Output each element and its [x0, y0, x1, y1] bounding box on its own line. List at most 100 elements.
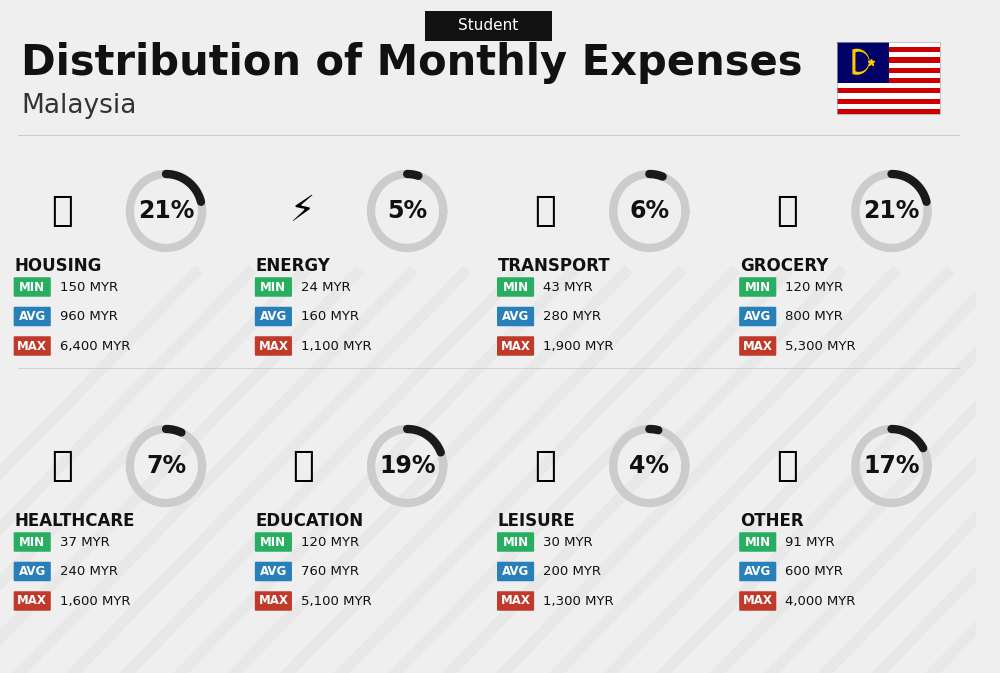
Text: 240 MYR: 240 MYR — [60, 565, 118, 578]
Text: AVG: AVG — [744, 565, 771, 578]
FancyBboxPatch shape — [739, 562, 776, 581]
Text: AVG: AVG — [19, 565, 46, 578]
Text: 4,000 MYR: 4,000 MYR — [785, 594, 855, 608]
Text: 37 MYR: 37 MYR — [60, 536, 109, 548]
Bar — [837, 104, 940, 109]
FancyBboxPatch shape — [14, 592, 51, 611]
Text: MAX: MAX — [501, 339, 531, 353]
Bar — [837, 68, 940, 73]
Text: 91 MYR: 91 MYR — [785, 536, 835, 548]
FancyBboxPatch shape — [14, 277, 51, 297]
Text: 30 MYR: 30 MYR — [543, 536, 593, 548]
Text: 19%: 19% — [379, 454, 435, 478]
Text: 43 MYR: 43 MYR — [543, 281, 593, 293]
Text: 24 MYR: 24 MYR — [301, 281, 350, 293]
FancyBboxPatch shape — [14, 336, 51, 356]
FancyBboxPatch shape — [255, 562, 292, 581]
Text: Malaysia: Malaysia — [21, 93, 137, 119]
Polygon shape — [853, 49, 869, 74]
FancyBboxPatch shape — [497, 532, 534, 552]
Text: MIN: MIN — [503, 281, 529, 293]
Bar — [837, 94, 940, 98]
Bar — [837, 109, 940, 114]
Text: 💰: 💰 — [776, 449, 798, 483]
FancyBboxPatch shape — [497, 307, 534, 326]
Text: 🛒: 🛒 — [776, 194, 798, 228]
Bar — [837, 78, 940, 83]
Text: ENERGY: ENERGY — [256, 257, 331, 275]
Bar — [837, 63, 940, 68]
Text: AVG: AVG — [19, 310, 46, 323]
Text: TRANSPORT: TRANSPORT — [498, 257, 611, 275]
Text: MIN: MIN — [745, 281, 771, 293]
FancyBboxPatch shape — [739, 277, 776, 297]
Text: 💗: 💗 — [51, 449, 72, 483]
Text: MAX: MAX — [258, 594, 288, 608]
FancyBboxPatch shape — [14, 532, 51, 552]
Text: 5%: 5% — [387, 199, 427, 223]
Text: 4%: 4% — [629, 454, 669, 478]
Text: 1,100 MYR: 1,100 MYR — [301, 339, 371, 353]
Bar — [837, 42, 940, 114]
Text: AVG: AVG — [502, 565, 529, 578]
Text: 6,400 MYR: 6,400 MYR — [60, 339, 130, 353]
Bar — [837, 52, 940, 57]
Text: MIN: MIN — [19, 536, 45, 548]
FancyBboxPatch shape — [739, 532, 776, 552]
Bar — [837, 98, 940, 104]
Text: MAX: MAX — [743, 339, 773, 353]
Text: AVG: AVG — [260, 310, 287, 323]
Text: MIN: MIN — [260, 536, 286, 548]
Text: AVG: AVG — [744, 310, 771, 323]
Text: 1,900 MYR: 1,900 MYR — [543, 339, 613, 353]
Text: 21%: 21% — [138, 199, 194, 223]
Text: Distribution of Monthly Expenses: Distribution of Monthly Expenses — [21, 42, 803, 84]
FancyBboxPatch shape — [739, 307, 776, 326]
Text: MAX: MAX — [743, 594, 773, 608]
Text: GROCERY: GROCERY — [740, 257, 829, 275]
Text: 200 MYR: 200 MYR — [543, 565, 601, 578]
Text: 1,300 MYR: 1,300 MYR — [543, 594, 614, 608]
FancyBboxPatch shape — [739, 592, 776, 611]
FancyBboxPatch shape — [497, 277, 534, 297]
Text: MAX: MAX — [501, 594, 531, 608]
Bar — [837, 57, 940, 63]
FancyBboxPatch shape — [739, 336, 776, 356]
Text: 120 MYR: 120 MYR — [785, 281, 843, 293]
Text: AVG: AVG — [260, 565, 287, 578]
Text: ⚡: ⚡ — [290, 194, 315, 228]
FancyBboxPatch shape — [255, 336, 292, 356]
Text: 🚌: 🚌 — [534, 194, 556, 228]
Text: LEISURE: LEISURE — [498, 512, 576, 530]
Bar — [837, 88, 940, 94]
Bar — [837, 42, 889, 83]
Text: HOUSING: HOUSING — [15, 257, 102, 275]
FancyBboxPatch shape — [14, 562, 51, 581]
Text: MAX: MAX — [258, 339, 288, 353]
Text: 760 MYR: 760 MYR — [301, 565, 359, 578]
Text: 150 MYR: 150 MYR — [60, 281, 118, 293]
Text: 5,100 MYR: 5,100 MYR — [301, 594, 371, 608]
Text: MIN: MIN — [260, 281, 286, 293]
Bar — [837, 73, 940, 78]
Text: 1,600 MYR: 1,600 MYR — [60, 594, 130, 608]
Bar — [837, 42, 940, 47]
Text: 280 MYR: 280 MYR — [543, 310, 601, 323]
FancyBboxPatch shape — [497, 592, 534, 611]
Bar — [837, 47, 940, 52]
FancyBboxPatch shape — [497, 336, 534, 356]
FancyBboxPatch shape — [255, 592, 292, 611]
Text: 21%: 21% — [863, 199, 920, 223]
Text: OTHER: OTHER — [740, 512, 804, 530]
Text: MIN: MIN — [503, 536, 529, 548]
Text: MAX: MAX — [17, 594, 47, 608]
Text: 7%: 7% — [146, 454, 186, 478]
Text: 120 MYR: 120 MYR — [301, 536, 359, 548]
Text: 🏢: 🏢 — [51, 194, 72, 228]
Text: Student: Student — [458, 18, 518, 34]
Text: 960 MYR: 960 MYR — [60, 310, 117, 323]
FancyBboxPatch shape — [497, 562, 534, 581]
Text: 160 MYR: 160 MYR — [301, 310, 359, 323]
Bar — [837, 83, 940, 88]
Text: MIN: MIN — [19, 281, 45, 293]
